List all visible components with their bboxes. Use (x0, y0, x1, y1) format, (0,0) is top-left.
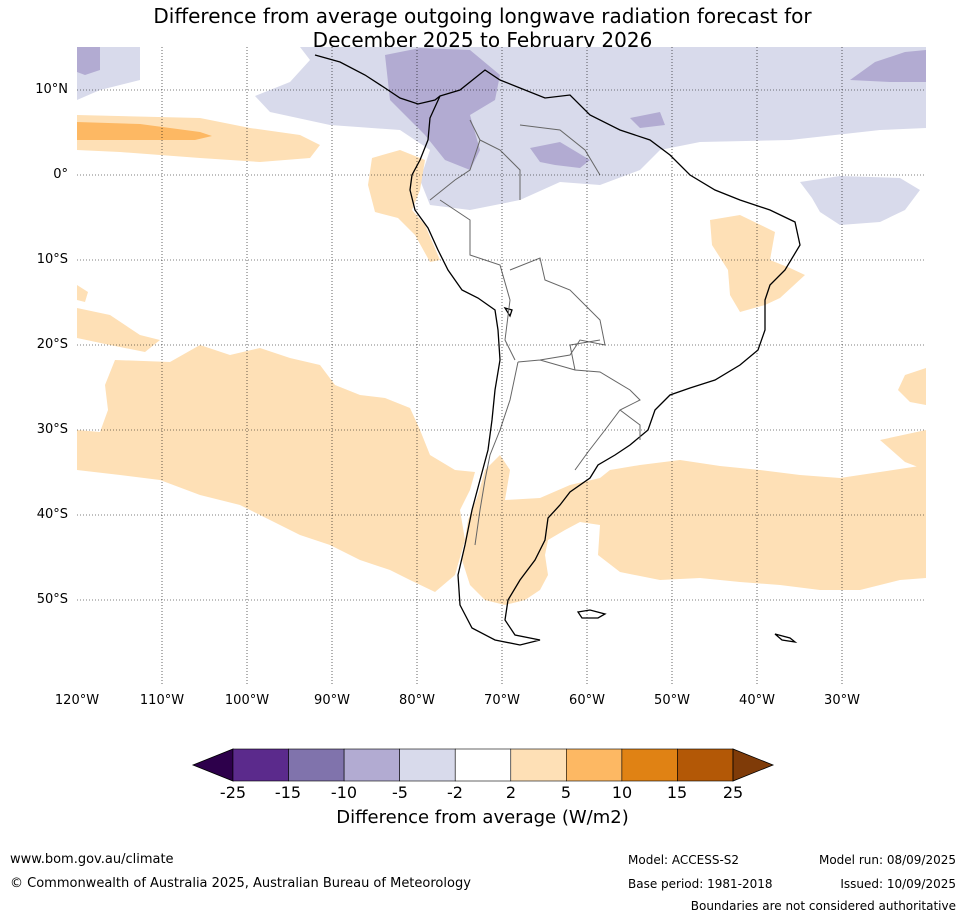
anomaly-region-minus2-east (800, 176, 920, 225)
lon-label-110w: 110°W (139, 693, 185, 708)
lat-label-20s: 20°S (36, 337, 68, 352)
falkland-islands (576, 609, 607, 619)
anomaly-region-plus2-east-atlantic-2 (880, 430, 926, 470)
anomaly-region-plus2-south-pacific (77, 285, 475, 592)
colorbar-tick: -5 (392, 783, 408, 802)
colorbar-segment (510, 748, 567, 782)
copyright-text: © Commonwealth of Australia 2025, Austra… (10, 876, 471, 891)
anomaly-region-minus5-center (530, 112, 665, 168)
colorbar-segment (677, 748, 734, 782)
anomaly-region-plus2-east-atlantic (898, 368, 926, 405)
lat-label-50s: 50°S (36, 592, 68, 607)
colorbar (191, 748, 775, 782)
colorbar-segment (343, 748, 400, 782)
colorbar-segment (232, 748, 289, 782)
colorbar-segment (621, 748, 678, 782)
colorbar-segment (566, 748, 623, 782)
colorbar-tick: 10 (611, 783, 633, 802)
central-america-coastline (314, 54, 441, 105)
colorbar-segment (454, 748, 512, 782)
boundaries-disclaimer: Boundaries are not considered authoritat… (690, 899, 956, 913)
colorbar-tick: -15 (274, 783, 302, 802)
lon-label-40w: 40°W (739, 693, 775, 708)
colorbar-arrow-high (732, 748, 775, 782)
lat-label-30s: 30°S (36, 422, 68, 437)
model-name: Model: ACCESS-S2 (628, 853, 740, 867)
south-georgia (774, 633, 798, 644)
lon-label-100w: 100°W (224, 693, 270, 708)
colorbar-segment (288, 748, 345, 782)
lon-label-90w: 90°W (314, 693, 350, 708)
colorbar-arrow-low (191, 748, 234, 782)
lon-label-120w: 120°W (54, 693, 100, 708)
lon-label-60w: 60°W (569, 693, 605, 708)
base-period: Base period: 1981-2018 (628, 877, 773, 891)
colorbar-segment (399, 748, 456, 782)
colorbar-tick: -2 (447, 783, 463, 802)
lon-label-50w: 50°W (654, 693, 690, 708)
lon-label-80w: 80°W (399, 693, 435, 708)
anomaly-region-plus2-patagonia-atlantic (462, 455, 926, 605)
south-america-coastline (409, 69, 801, 646)
colorbar-tick: -25 (219, 783, 247, 802)
lat-label-40s: 40°S (36, 507, 68, 522)
colorbar-tick: 5 (560, 783, 572, 802)
anomaly-region-minus2-north (77, 47, 926, 210)
colorbar-label: Difference from average (W/m2) (336, 807, 629, 828)
lat-label-10n: 10°N (35, 82, 68, 97)
colorbar-tick: 25 (722, 783, 744, 802)
anomaly-region-plus2-brazil (710, 215, 805, 312)
issued-date: Issued: 10/09/2025 (840, 877, 956, 891)
lat-label-10s: 10°S (36, 252, 68, 267)
anomaly-layer (77, 47, 926, 605)
colorbar-tick: 15 (666, 783, 688, 802)
colorbar-tick: 2 (505, 783, 517, 802)
lat-label-0: 0° (53, 167, 68, 182)
website-link[interactable]: www.bom.gov.au/climate (10, 852, 174, 867)
title-line-1: Difference from average outgoing longwav… (153, 4, 812, 28)
anomaly-region-minus5-north (385, 48, 500, 170)
anomaly-region-plus2-peru-coast (368, 150, 440, 262)
lon-label-30w: 30°W (824, 693, 860, 708)
colorbar-tick: -10 (330, 783, 358, 802)
anomaly-region-plus5-pacific-eq (77, 122, 212, 140)
anomaly-region-minus5-east (850, 50, 926, 82)
map-title: Difference from average outgoing longwav… (0, 4, 965, 52)
model-run-date: Model run: 08/09/2025 (818, 853, 956, 867)
graticule (77, 47, 926, 685)
lon-label-70w: 70°W (484, 693, 520, 708)
anomaly-region-minus5-topleft (77, 47, 100, 75)
